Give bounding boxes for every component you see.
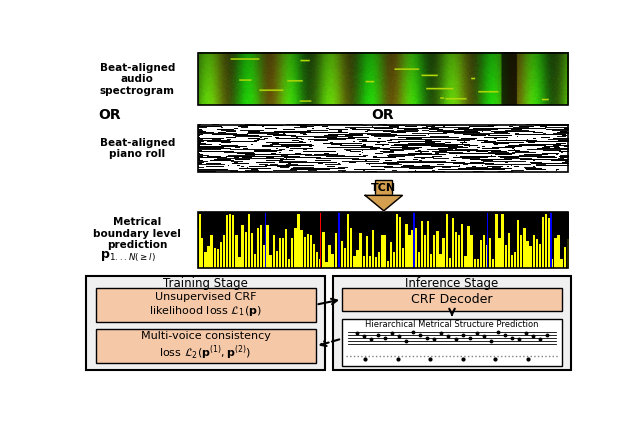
Bar (198, 53, 568, 106)
FancyBboxPatch shape (342, 288, 562, 311)
Bar (198, 124, 568, 172)
FancyBboxPatch shape (333, 276, 572, 370)
Text: Metrical
boundary level
prediction: Metrical boundary level prediction (93, 217, 181, 251)
Text: Unsupervised CRF
likelihood loss $\mathcal{L}_1(\mathbf{p})$: Unsupervised CRF likelihood loss $\mathc… (149, 292, 262, 318)
Text: Training Stage: Training Stage (163, 277, 248, 289)
Text: Hierarchical Metrical Structure Prediction: Hierarchical Metrical Structure Predicti… (365, 320, 539, 329)
Text: OR: OR (98, 108, 121, 122)
Bar (375, 180, 392, 195)
Text: OR: OR (372, 108, 394, 122)
FancyBboxPatch shape (95, 330, 316, 363)
Text: Multi-voice consistency
loss $\mathcal{L}_2(\mathbf{p}^{(1)}, \mathbf{p}^{(2)})$: Multi-voice consistency loss $\mathcal{L… (141, 331, 271, 362)
Text: TCN: TCN (371, 183, 396, 193)
FancyBboxPatch shape (342, 319, 562, 365)
Polygon shape (365, 195, 403, 211)
Text: Beat-aligned
audio
spectrogram: Beat-aligned audio spectrogram (100, 62, 175, 96)
Text: Inference Stage: Inference Stage (405, 277, 499, 289)
Text: Beat-aligned
piano roll: Beat-aligned piano roll (100, 138, 175, 159)
Text: $\mathbf{p}_{1...N(\geq l)}$: $\mathbf{p}_{1...N(\geq l)}$ (100, 250, 156, 264)
Bar (198, 212, 568, 268)
FancyBboxPatch shape (86, 276, 325, 370)
Text: CRF Decoder: CRF Decoder (412, 293, 493, 306)
FancyBboxPatch shape (95, 288, 316, 322)
